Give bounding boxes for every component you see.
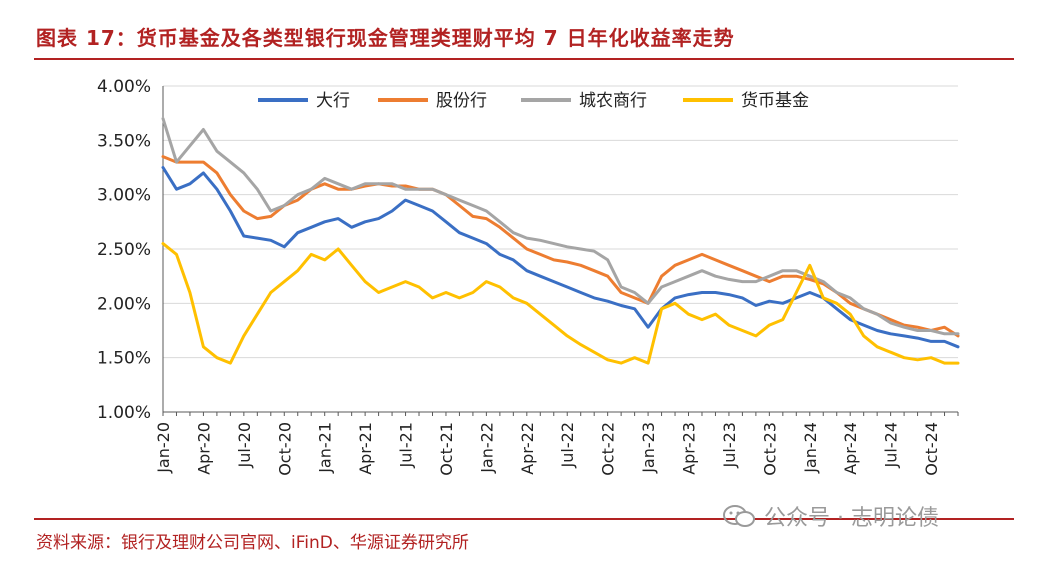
x-tick-label: Jul-24: [882, 422, 901, 468]
x-tick-label: Jan-21: [316, 422, 335, 474]
series-line: [161, 242, 960, 365]
x-tick-label: Apr-22: [518, 422, 537, 475]
x-tick-label: Apr-20: [194, 422, 213, 475]
legend-label: 股份行: [436, 91, 487, 111]
x-tick-label: Jul-23: [720, 422, 739, 468]
series-line: [161, 117, 960, 336]
x-tick-label: Oct-24: [922, 422, 941, 476]
y-tick-label: 4.00%: [97, 77, 151, 97]
wechat-icon: [723, 505, 755, 527]
x-tick-label: Apr-24: [841, 422, 860, 475]
x-tick-label: Oct-20: [275, 422, 294, 476]
watermark: 公众号 · 志明论债: [722, 500, 939, 532]
source-note: 资料来源：银行及理财公司官网、iFinD、华源证券研究所: [36, 533, 469, 553]
legend-label: 城农商行: [579, 91, 647, 111]
x-tick-label: Jan-24: [801, 422, 820, 474]
y-tick-label: 3.00%: [97, 186, 151, 206]
x-tick-label: Jan-22: [477, 422, 496, 474]
legend-label: 大行: [316, 91, 350, 111]
x-tick-label: Oct-22: [599, 422, 618, 476]
title-divider: [34, 58, 1014, 60]
x-tick-label: Apr-23: [680, 422, 699, 475]
x-tick-label: Oct-23: [760, 422, 779, 476]
footer-divider: [34, 518, 1014, 520]
y-tick-label: 1.00%: [97, 403, 151, 423]
watermark-text: 公众号 · 志明论债: [764, 506, 939, 531]
x-tick-label: Jul-22: [558, 422, 577, 468]
x-tick-label: Jan-23: [639, 422, 658, 474]
y-tick-label: 2.00%: [97, 294, 151, 314]
legend-label: 货币基金: [741, 91, 809, 111]
y-tick-label: 1.50%: [97, 349, 151, 369]
x-tick-label: Jan-20: [154, 422, 173, 474]
y-tick-label: 3.50%: [97, 131, 151, 151]
x-tick-label: Jul-20: [235, 422, 254, 468]
x-tick-label: Jul-21: [397, 422, 416, 468]
y-tick-label: 2.50%: [97, 240, 151, 260]
chart-title: 图表 17：货币基金及各类型银行现金管理类理财平均 7 日年化收益率走势: [36, 26, 735, 50]
x-tick-label: Oct-21: [437, 422, 456, 476]
x-tick-label: Apr-21: [356, 422, 375, 475]
